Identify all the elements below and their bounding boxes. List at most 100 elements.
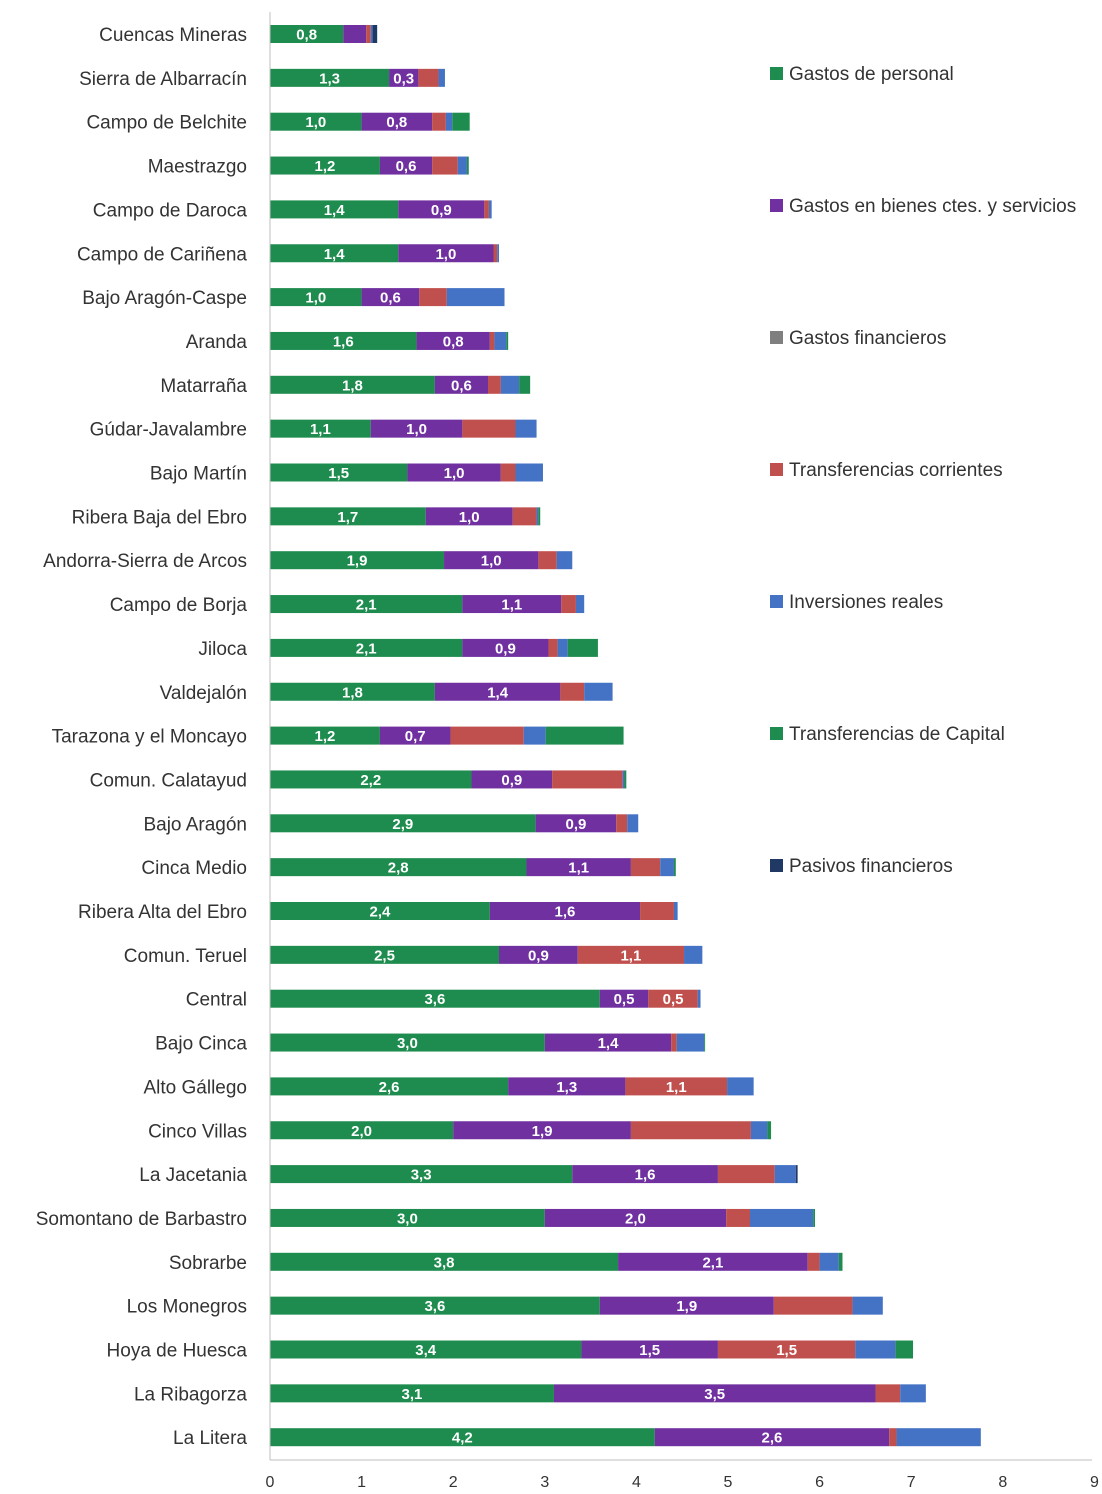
bar-segment	[500, 463, 516, 482]
bar-segment	[446, 288, 505, 307]
legend-swatch	[770, 727, 783, 740]
bar-segment	[270, 1428, 655, 1447]
data-label: 1,6	[333, 333, 354, 350]
bar-segment	[648, 989, 698, 1008]
data-label: 1,0	[305, 290, 326, 307]
bar-segment	[624, 770, 627, 789]
data-label: 0,9	[501, 772, 522, 789]
bar-segment	[548, 638, 558, 657]
bar-segment	[457, 156, 467, 175]
bar-segment	[497, 244, 499, 263]
bar-segment	[462, 595, 562, 614]
data-label: 0,3	[393, 70, 414, 87]
category-label: Ribera Alta del Ebro	[78, 902, 247, 923]
data-label: 2,4	[369, 904, 391, 921]
data-label: 0,8	[386, 114, 407, 131]
bar-segment	[425, 507, 513, 526]
data-label: 1,2	[315, 728, 336, 745]
data-label: 0,9	[566, 816, 587, 833]
bar-segment	[270, 1033, 545, 1052]
data-label: 0,9	[431, 202, 452, 219]
bar-segment	[270, 1296, 600, 1315]
bar-segment	[717, 1340, 856, 1359]
data-label: 0,9	[528, 947, 549, 964]
data-label: 1,2	[315, 158, 336, 175]
bar-segment	[407, 463, 501, 482]
bar-segment	[773, 1296, 853, 1315]
category-label: Hoya de Huesca	[107, 1341, 248, 1362]
legend-swatch	[770, 67, 783, 80]
data-label: 1,3	[319, 70, 340, 87]
bar-segment	[434, 682, 561, 701]
bar-segment	[630, 858, 661, 877]
bar-segment	[535, 814, 617, 833]
bar-segment	[270, 1121, 454, 1140]
legend-label: Gastos en bienes ctes. y servicios	[789, 196, 1076, 217]
bar-segment	[500, 375, 520, 394]
bar-segment	[750, 1121, 768, 1140]
bar-segment	[515, 463, 543, 482]
data-label: 1,1	[310, 421, 331, 438]
bar-segment	[419, 288, 447, 307]
data-label: 0,5	[614, 991, 635, 1008]
category-labels-group: Cuencas Mineras Sierra de Albarracín Campo…	[36, 25, 248, 1449]
bar-segment	[270, 1384, 554, 1403]
data-label: 3,3	[411, 1167, 432, 1184]
category-label: Campo de Belchite	[86, 113, 247, 134]
data-label: 1,1	[666, 1079, 687, 1096]
bar-segment	[875, 1384, 901, 1403]
bar-segment	[660, 858, 674, 877]
bar-segment	[575, 595, 585, 614]
legend-swatch	[770, 199, 783, 212]
bar-segment	[895, 1340, 914, 1359]
data-label: 3,8	[434, 1254, 455, 1271]
bar-segment	[438, 68, 445, 87]
bar-segment	[523, 726, 546, 745]
bar-segment	[561, 595, 576, 614]
bar-segment	[676, 1033, 705, 1052]
x-tick-label: 7	[907, 1474, 916, 1491]
bar-segment	[544, 1033, 672, 1052]
category-label: Aranda	[186, 332, 248, 353]
data-label: 0,6	[451, 377, 472, 394]
category-label: Maestrazgo	[148, 157, 247, 178]
data-label: 0,7	[405, 728, 426, 745]
bar-segment	[838, 1252, 843, 1271]
bar-segment	[807, 1252, 820, 1271]
bar-segment	[270, 902, 490, 920]
bar-segment	[370, 25, 373, 43]
bar-segment	[640, 902, 674, 920]
data-label: 0,6	[380, 290, 401, 307]
legend-label: Inversiones reales	[789, 592, 943, 613]
category-label: Sierra de Albarracín	[79, 69, 247, 90]
x-tick-label: 4	[632, 1474, 641, 1491]
bar-segment	[361, 112, 433, 131]
bar-segment	[889, 1428, 897, 1447]
data-label: 0,5	[663, 991, 684, 1008]
data-label: 2,6	[379, 1079, 400, 1096]
bar-segment	[343, 25, 367, 43]
category-label: Campo de Daroca	[93, 200, 248, 221]
bar-segment	[270, 331, 417, 350]
data-label: 2,2	[360, 772, 381, 789]
data-label: 1,4	[324, 246, 346, 263]
x-tick-label: 0	[266, 1474, 275, 1491]
bar-segment	[432, 112, 446, 131]
data-label: 2,9	[392, 816, 413, 833]
bar-segment	[572, 1165, 718, 1184]
bar-segment	[512, 507, 537, 526]
bar-segment	[654, 1428, 890, 1447]
category-label: Alto Gállego	[143, 1077, 247, 1098]
bar-segment	[767, 1121, 772, 1140]
bar-segment	[488, 375, 501, 394]
data-label: 1,1	[620, 947, 641, 964]
category-label: Valdejalón	[160, 683, 247, 704]
bar-segment	[270, 682, 435, 701]
data-label: 0,8	[443, 333, 464, 350]
bar-segment	[434, 375, 489, 394]
bar-segment	[622, 770, 625, 789]
legend-swatch	[770, 595, 783, 608]
bar-segment	[270, 814, 536, 833]
bar-segment	[599, 989, 649, 1008]
